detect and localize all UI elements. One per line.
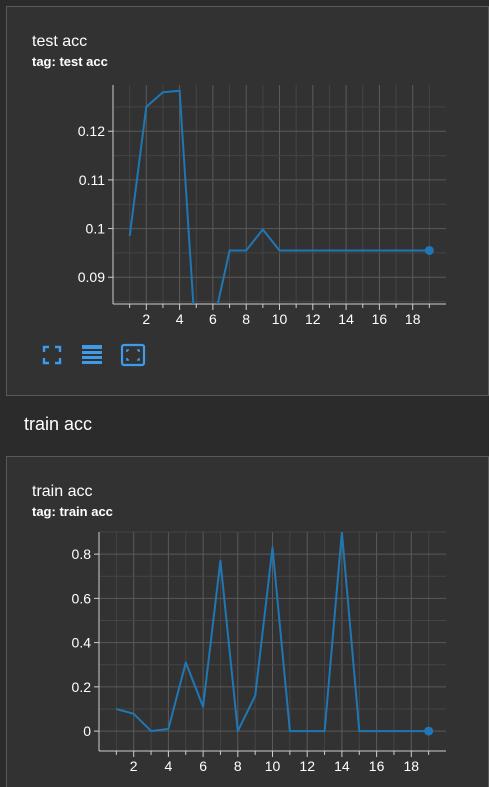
- toggle-data-table-button[interactable]: [80, 343, 104, 367]
- chart2-y-tick-label: 0.6: [72, 590, 92, 606]
- chart2-x-tick-label: 14: [334, 758, 350, 774]
- chart2-x-tick-label: 4: [165, 758, 173, 774]
- chart1-series-line: [128, 89, 430, 304]
- chart1-x-tick-label: 16: [372, 311, 388, 327]
- data-table-icon: [82, 345, 102, 364]
- chart2-x-tick-label: 16: [369, 758, 385, 774]
- chart1-y-tick-label: 0.12: [78, 123, 105, 139]
- chart-tag: tag: test acc: [32, 54, 108, 69]
- test-acc-chart[interactable]: 2 4 6 8 10 12 14 16 18 0.09 0.1 0.11 0.12: [7, 7, 489, 337]
- chart1-x-tick-label: 18: [405, 311, 421, 327]
- train-acc-chart[interactable]: 2 4 6 8 10 12 14 16 18 0 0.2 0.4 0.6 0.8: [7, 457, 489, 787]
- chart1-y-tick-label: 0.09: [78, 269, 105, 285]
- fit-domain-button[interactable]: [120, 343, 146, 367]
- section-header[interactable]: train acc: [0, 398, 489, 454]
- fit-domain-icon: [120, 343, 146, 367]
- chart-card-test-acc: test acc tag: test acc 2 4 6 8 10 12 14 16 18 0.0…: [6, 6, 489, 396]
- chart-title: train acc: [32, 483, 93, 500]
- chart1-x-tick-label: 2: [142, 311, 150, 327]
- chart2-y-tick-label: 0.8: [72, 546, 92, 562]
- chart1-x-tick-label: 14: [338, 311, 354, 327]
- chart-title: test acc: [32, 33, 88, 50]
- chart1-y-tick-label: 0.1: [86, 221, 106, 237]
- chart2-last-point[interactable]: [424, 726, 434, 736]
- chart2-x-tick-label: 2: [130, 758, 138, 774]
- fullscreen-button[interactable]: [40, 343, 64, 367]
- chart1-x-tick-label: 6: [209, 311, 217, 327]
- chart1-grid: [113, 85, 446, 304]
- chart2-y-tick-label: 0.2: [72, 679, 92, 695]
- chart2-x-tick-label: 12: [299, 758, 315, 774]
- chart1-last-point[interactable]: [424, 245, 434, 255]
- section-title: train acc: [24, 414, 93, 434]
- chart-card-train-acc: train acc tag: train acc 2 4 6 8 10 12 14 16 18 0…: [6, 456, 489, 787]
- chart2-y-tick-label: 0: [83, 723, 91, 739]
- chart1-y-tick-label: 0.11: [79, 172, 105, 188]
- chart2-x-tick-label: 8: [234, 758, 242, 774]
- chart2-x-tick-label: 6: [199, 758, 207, 774]
- chart2-x-tick-label: 18: [404, 758, 420, 774]
- chart-tag: tag: train acc: [32, 504, 113, 519]
- fullscreen-icon: [42, 345, 62, 365]
- chart1-x-tick-label: 4: [176, 311, 184, 327]
- chart1-x-tick-label: 10: [272, 311, 288, 327]
- chart2-series-line: [116, 532, 429, 733]
- chart2-grid: [99, 531, 446, 751]
- chart2-x-tick-label: 10: [265, 758, 281, 774]
- chart1-x-tick-label: 8: [242, 311, 250, 327]
- chart1-x-tick-label: 12: [305, 311, 321, 327]
- chart2-y-tick-label: 0.4: [72, 635, 92, 651]
